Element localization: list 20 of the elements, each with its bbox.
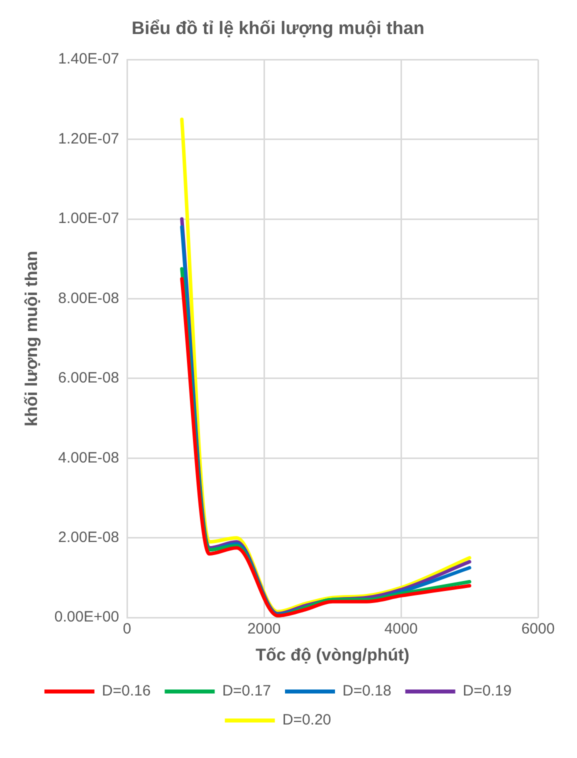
y-tick-label: 2.00E-08 bbox=[58, 529, 120, 546]
y-tick-label: 1.00E-07 bbox=[58, 210, 120, 228]
x-tick-label: 6000 bbox=[521, 620, 555, 638]
legend-label: D=0.16 bbox=[102, 682, 151, 700]
x-axis-title: Tốc độ (vòng/phút) bbox=[256, 645, 410, 664]
y-tick-label: 6.00E-08 bbox=[58, 370, 120, 387]
legend-label: D=0.20 bbox=[282, 712, 332, 729]
y-tick-label: 0.00E+00 bbox=[54, 608, 120, 626]
y-axis-title: khối lượng muội than bbox=[22, 250, 41, 426]
x-tick-label: 2000 bbox=[247, 620, 281, 638]
legend-label: D=0.19 bbox=[462, 682, 512, 700]
y-tick-label: 4.00E-08 bbox=[58, 449, 120, 466]
y-tick-label: 1.20E-07 bbox=[58, 130, 120, 148]
legend-label: D=0.17 bbox=[222, 682, 272, 700]
y-tick-label: 1.40E-07 bbox=[58, 50, 120, 68]
chart-title: Biểu đồ tỉ lệ khối lượng muội than bbox=[132, 18, 424, 38]
x-tick-label: 4000 bbox=[384, 620, 418, 638]
x-tick-label: 0 bbox=[122, 620, 132, 638]
legend-label: D=0.18 bbox=[342, 682, 392, 700]
y-tick-label: 8.00E-08 bbox=[58, 290, 120, 307]
